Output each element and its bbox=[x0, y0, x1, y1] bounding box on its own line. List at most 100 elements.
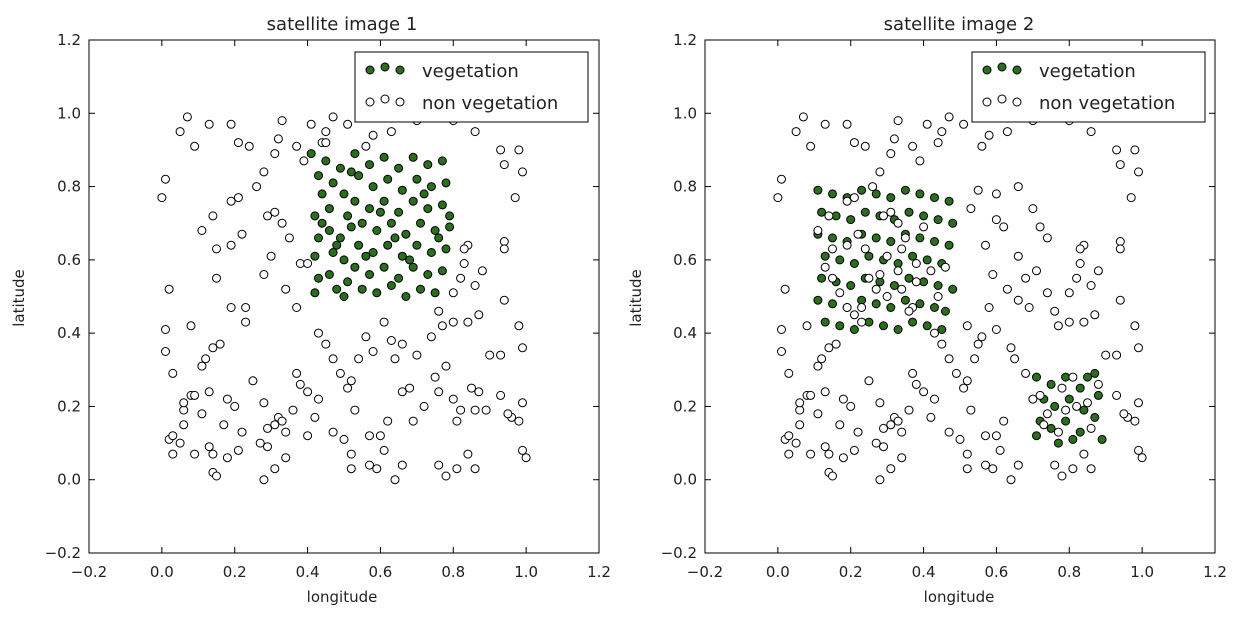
non-vegetation-point bbox=[868, 182, 878, 192]
non-vegetation-point bbox=[1021, 273, 1031, 283]
vegetation-point bbox=[368, 182, 378, 192]
non-vegetation-point bbox=[820, 262, 830, 272]
vegetation-point bbox=[426, 248, 436, 257]
non-vegetation-point bbox=[900, 233, 910, 243]
vegetation-point bbox=[394, 163, 404, 173]
non-vegetation-point bbox=[820, 442, 830, 452]
non-vegetation-point bbox=[791, 438, 801, 448]
non-vegetation-point bbox=[1119, 409, 1129, 419]
non-vegetation-point bbox=[981, 460, 990, 470]
non-vegetation-point bbox=[886, 464, 896, 474]
vegetation-point bbox=[835, 321, 845, 331]
non-vegetation-point bbox=[1130, 321, 1140, 331]
non-vegetation-point bbox=[230, 401, 240, 411]
non-vegetation-point bbox=[864, 376, 874, 386]
vegetation-point bbox=[871, 189, 881, 199]
non-vegetation-point bbox=[496, 350, 506, 360]
non-vegetation-point bbox=[1068, 372, 1078, 382]
non-vegetation-point bbox=[897, 284, 907, 294]
plot-frame bbox=[704, 39, 1216, 554]
y-tick-label: 0.2 bbox=[57, 397, 81, 415]
non-vegetation-point bbox=[204, 119, 214, 129]
y-axis-label: latitude bbox=[10, 269, 28, 327]
vegetation-point bbox=[314, 233, 323, 243]
non-vegetation-point bbox=[277, 116, 287, 126]
legend-marker-non-vegetation bbox=[997, 94, 1007, 104]
non-vegetation-point bbox=[295, 259, 305, 268]
chart-title: satellite image 1 bbox=[267, 14, 418, 35]
x-tick-label: 1.2 bbox=[1203, 563, 1227, 581]
legend-marker-non-vegetation bbox=[365, 97, 375, 107]
vegetation-point bbox=[379, 152, 389, 162]
non-vegetation-point bbox=[806, 449, 816, 459]
non-vegetation-point bbox=[248, 376, 258, 386]
non-vegetation-point bbox=[813, 226, 823, 235]
non-vegetation-point bbox=[397, 387, 407, 397]
vegetation-point bbox=[1032, 372, 1041, 382]
vegetation-point bbox=[310, 288, 320, 298]
non-vegetation-point bbox=[518, 398, 527, 408]
non-vegetation-point bbox=[1075, 244, 1085, 254]
non-vegetation-point bbox=[926, 412, 936, 422]
non-vegetation-point bbox=[321, 138, 331, 148]
non-vegetation-point bbox=[518, 343, 527, 353]
vegetation-point bbox=[1068, 434, 1078, 444]
y-axis-label: latitude bbox=[627, 269, 645, 327]
vegetation-point bbox=[375, 207, 385, 217]
non-vegetation-point bbox=[984, 303, 994, 312]
non-vegetation-point bbox=[161, 347, 170, 356]
vegetation-point bbox=[350, 196, 360, 206]
vegetation-point bbox=[944, 196, 954, 206]
non-vegetation-point bbox=[281, 284, 291, 294]
non-vegetation-point bbox=[204, 387, 214, 397]
non-vegetation-point bbox=[780, 284, 790, 294]
x-tick-label: 1.0 bbox=[514, 563, 538, 581]
non-vegetation-point bbox=[222, 394, 232, 404]
vegetation-point bbox=[933, 281, 943, 290]
non-vegetation-point bbox=[314, 328, 323, 338]
non-vegetation-point bbox=[959, 383, 969, 393]
non-vegetation-point bbox=[481, 405, 491, 415]
non-vegetation-point bbox=[521, 453, 531, 463]
vegetation-point bbox=[430, 226, 440, 235]
non-vegetation-point bbox=[1035, 390, 1045, 400]
vegetation-point bbox=[900, 295, 910, 305]
non-vegetation-point bbox=[321, 339, 331, 349]
vegetation-point bbox=[332, 240, 342, 250]
vegetation-point bbox=[857, 185, 867, 195]
non-vegetation-point bbox=[944, 427, 954, 437]
non-vegetation-point bbox=[339, 434, 349, 444]
non-vegetation-point bbox=[795, 420, 805, 430]
non-vegetation-point bbox=[875, 167, 885, 177]
non-vegetation-point bbox=[886, 207, 896, 217]
non-vegetation-point bbox=[977, 332, 987, 342]
non-vegetation-point bbox=[849, 138, 859, 148]
vegetation-point bbox=[930, 303, 939, 312]
non-vegetation-point bbox=[208, 449, 218, 459]
non-vegetation-point bbox=[175, 127, 185, 137]
non-vegetation-point bbox=[915, 156, 925, 166]
vegetation-point bbox=[437, 156, 447, 166]
non-vegetation-point bbox=[499, 237, 509, 246]
non-vegetation-point bbox=[908, 368, 918, 378]
non-vegetation-point bbox=[470, 405, 480, 415]
vegetation-point bbox=[346, 167, 356, 177]
vegetation-point bbox=[328, 248, 338, 257]
non-vegetation-point bbox=[962, 464, 972, 474]
non-vegetation-point bbox=[1013, 182, 1023, 192]
non-vegetation-point bbox=[806, 141, 816, 151]
non-vegetation-point bbox=[893, 218, 903, 228]
vegetation-point bbox=[343, 277, 353, 287]
non-vegetation-point bbox=[893, 416, 903, 426]
non-vegetation-point bbox=[368, 347, 378, 356]
non-vegetation-point bbox=[233, 138, 243, 148]
non-vegetation-point bbox=[390, 354, 400, 364]
x-tick-label: 0.6 bbox=[984, 563, 1008, 581]
non-vegetation-point bbox=[798, 112, 808, 122]
vegetation-point bbox=[813, 295, 823, 305]
x-axis-label: longitude bbox=[307, 588, 378, 606]
non-vegetation-point bbox=[777, 325, 786, 334]
non-vegetation-point bbox=[1093, 266, 1103, 276]
vegetation-point bbox=[350, 149, 360, 159]
vegetation-point bbox=[310, 251, 320, 261]
